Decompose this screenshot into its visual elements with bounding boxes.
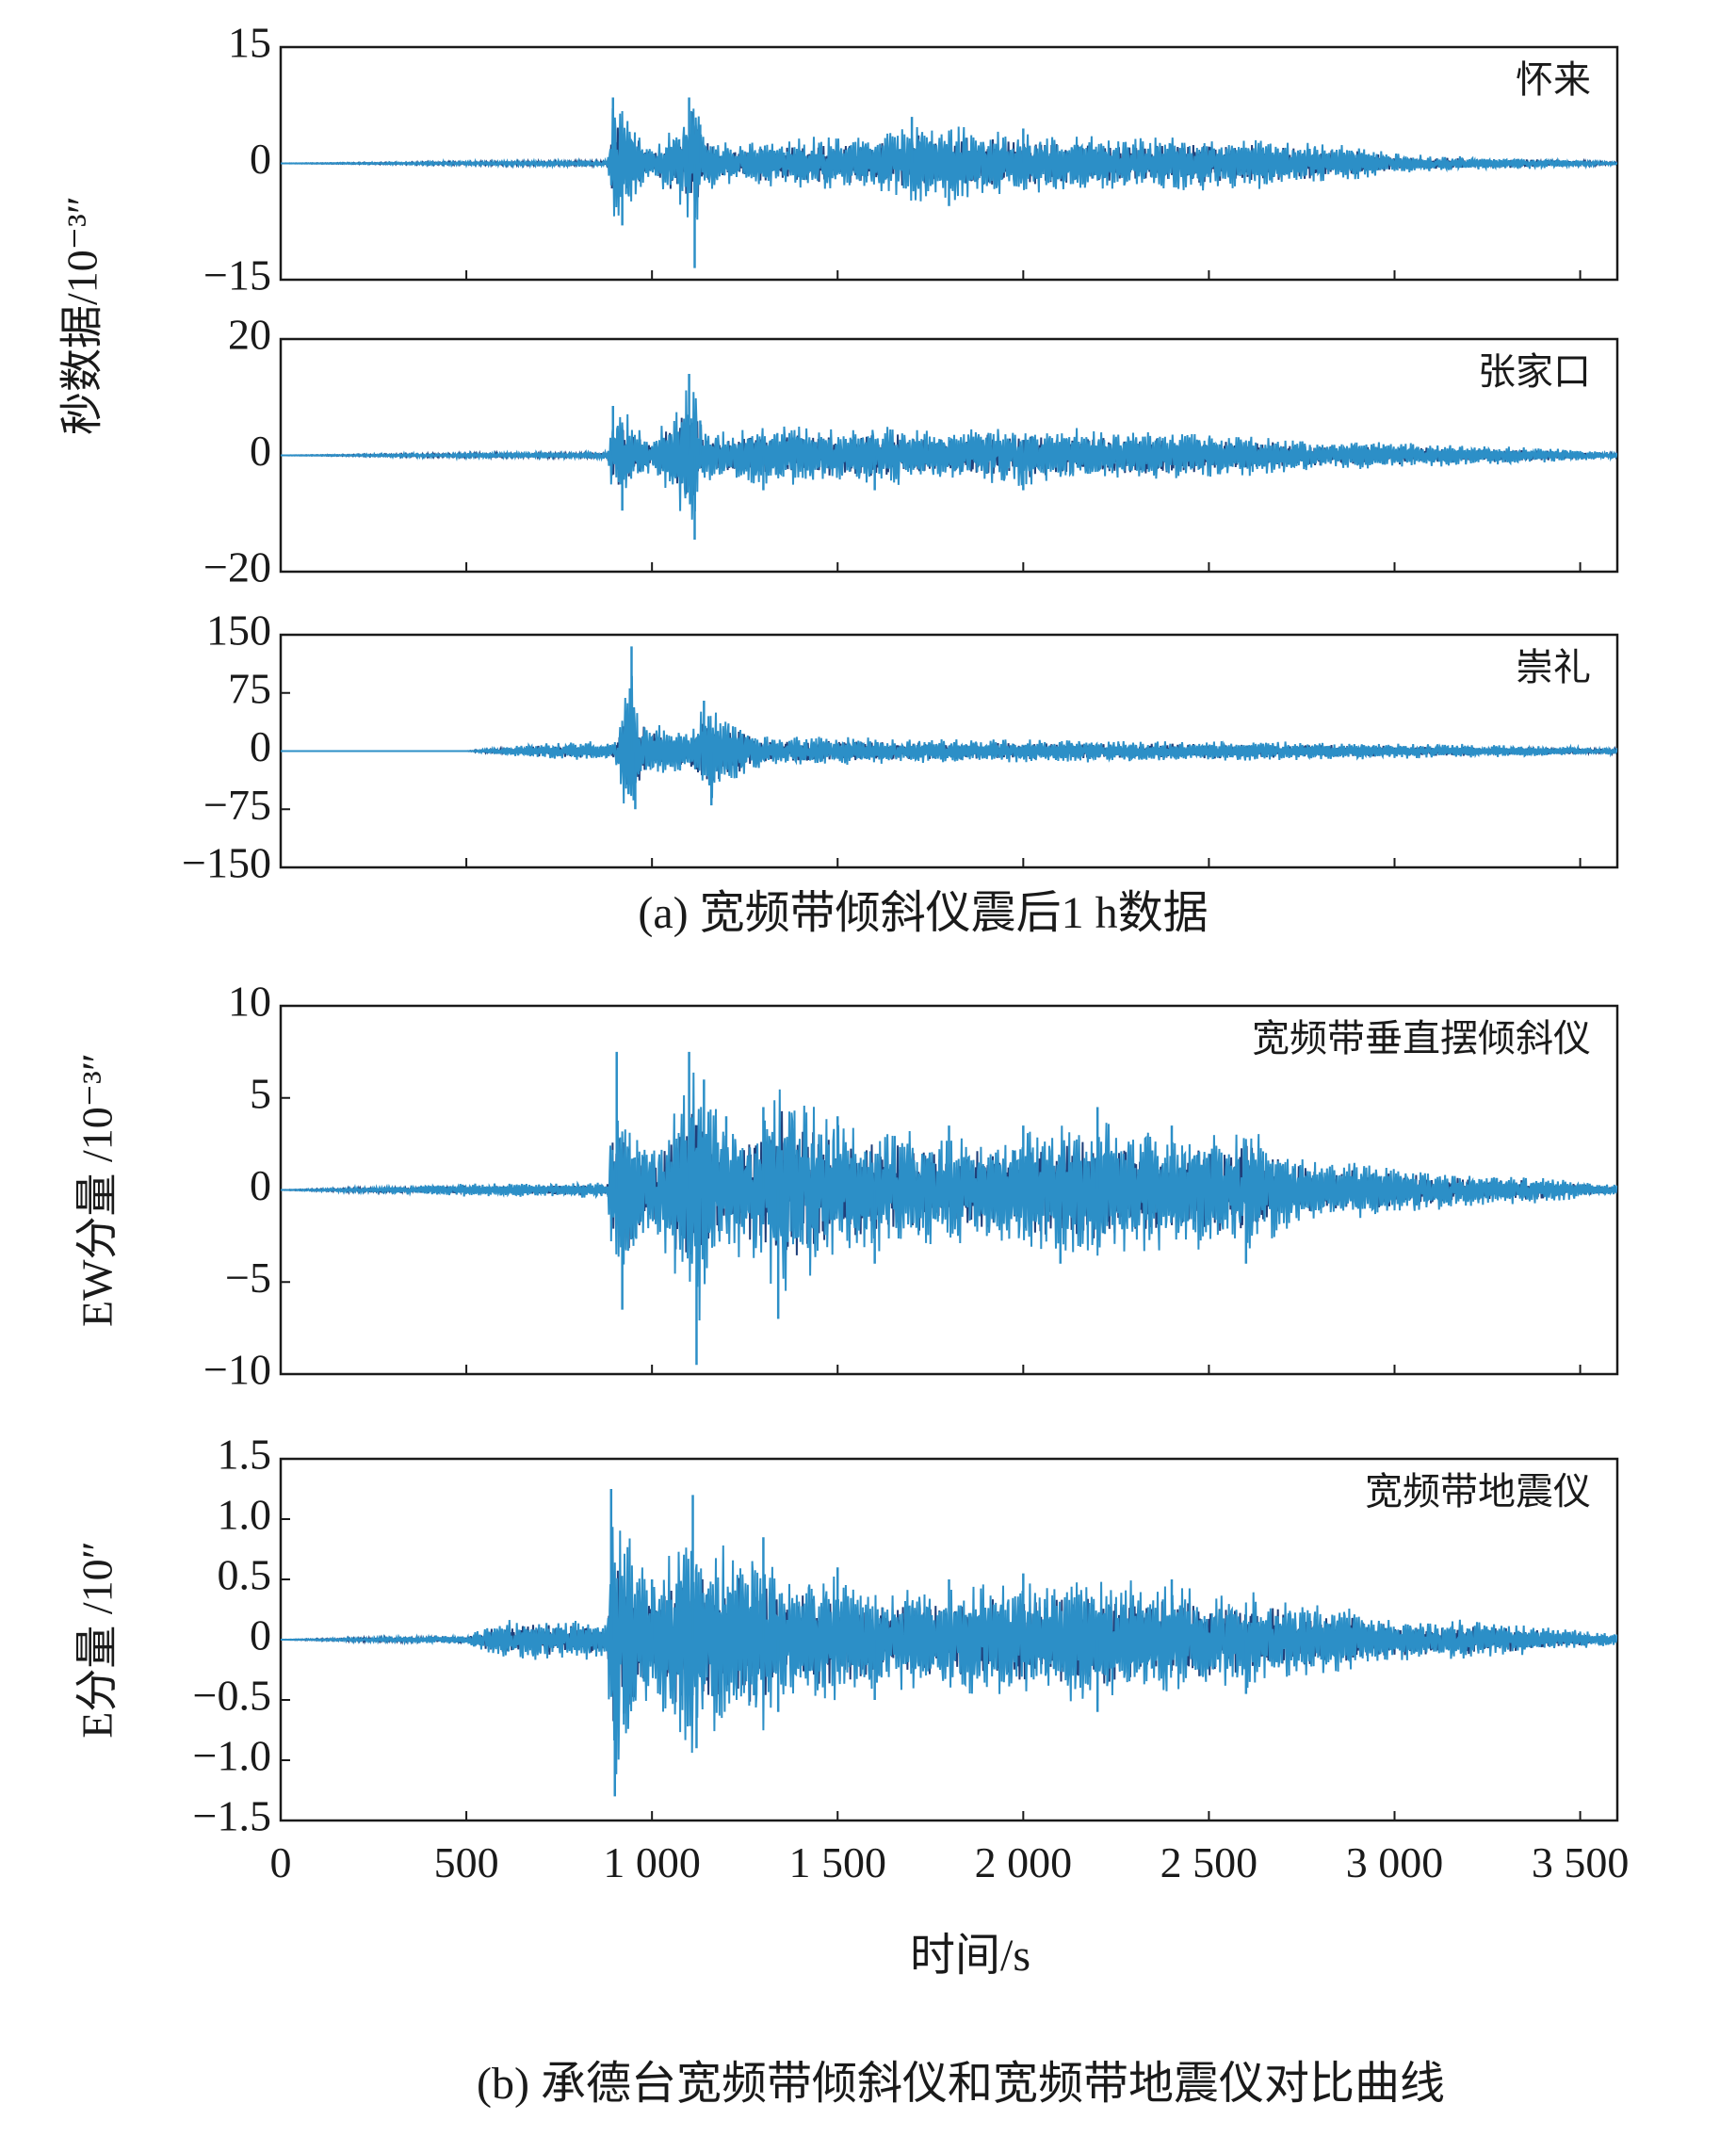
y-tick-label: −15: [203, 251, 271, 299]
x-tick-label: 2 500: [1160, 1838, 1258, 1886]
waveform-trace: [281, 390, 1617, 520]
panel-1: 15 0 −15 怀来: [203, 19, 1619, 299]
y-tick-label: −0.5: [193, 1672, 271, 1720]
y-tick-label: 1.0: [218, 1491, 272, 1539]
ylabel-group-a-text: 秒数据/10⁻³″: [58, 196, 106, 435]
y-tick-label: 0: [250, 135, 271, 183]
y-axis-label-group: EW分量 /10⁻³″: [73, 1053, 122, 1327]
y-tick-label: −20: [203, 543, 271, 591]
y-tick-label: 20: [228, 311, 271, 359]
caption-a: (a) 宽频带倾斜仪震后1 h数据: [638, 888, 1208, 938]
waveform-trace: [281, 1527, 1617, 1774]
x-tick-label: 3 500: [1532, 1838, 1630, 1886]
series-label: 张家口: [1478, 350, 1591, 393]
y-tick-label: 0: [250, 722, 271, 770]
x-tick-label: 0: [270, 1838, 292, 1886]
y-tick-label: 10: [228, 978, 271, 1026]
waveform-trace: [281, 107, 1617, 220]
y-tick-label: 0.5: [218, 1551, 272, 1599]
waveform-trace: [281, 675, 1617, 804]
x-tick-label: 1 000: [603, 1838, 701, 1886]
caption-b: (b) 承德台宽频带倾斜仪和宽频带地震仪对比曲线: [477, 2059, 1445, 2109]
panel-2: 20 0 −20 张家口: [203, 311, 1619, 591]
y-tick-label: 0: [250, 1611, 271, 1659]
y-axis-label: EW分量 /10⁻³″: [73, 1053, 122, 1327]
y-tick-label: −10: [203, 1346, 271, 1394]
series-label: 宽频带垂直摆倾斜仪: [1252, 1017, 1591, 1060]
x-tick-label: 3 000: [1346, 1838, 1444, 1886]
y-tick-label: −1.0: [193, 1732, 271, 1780]
y-tick-label: −5: [225, 1254, 271, 1302]
y-tick-label: 0: [250, 427, 271, 475]
series-label: 怀来: [1516, 58, 1591, 101]
x-axis-label: 时间/s: [910, 1931, 1030, 1981]
series-label: 崇礼: [1516, 646, 1591, 688]
y-tick-label: 75: [228, 664, 271, 712]
x-tick-label: 2 000: [975, 1838, 1073, 1886]
y-tick-label: −75: [203, 781, 271, 829]
y-tick-label: −1.5: [193, 1792, 271, 1840]
x-tick-label: 1 500: [789, 1838, 887, 1886]
panel-5: 1.5 1.0 0.5 0 −0.5 −1.0 −1.5 宽频带地震仪 E分量 /10″: [73, 1431, 1619, 1840]
waveform-trace: [281, 1072, 1617, 1321]
y-tick-label: 15: [228, 19, 271, 67]
panels-group: 150−15怀来200−20张家口150750−75−150崇礼1050−5−1…: [73, 19, 1630, 1886]
y-tick-label: 1.5: [218, 1431, 272, 1479]
y-axis-label: E分量 /10″: [73, 1541, 122, 1739]
y-tick-label: 150: [206, 607, 271, 655]
y-axis-label-group: E分量 /10″: [73, 1541, 122, 1739]
panel-3: 150 75 0 −75 −150 崇礼: [182, 607, 1619, 887]
y-tick-label: 0: [250, 1161, 271, 1209]
x-tick-label: 500: [434, 1838, 499, 1886]
y-tick-label: −150: [182, 839, 271, 887]
y-tick-label: 5: [250, 1069, 271, 1117]
ylabel-group-a: 秒数据/10⁻³″: [58, 196, 106, 435]
panel-4: 10 5 0 −5 −10 宽频带垂直摆倾斜仪 EW分量 /10⁻³″: [73, 978, 1619, 1394]
series-label: 宽频带地震仪: [1365, 1470, 1591, 1513]
